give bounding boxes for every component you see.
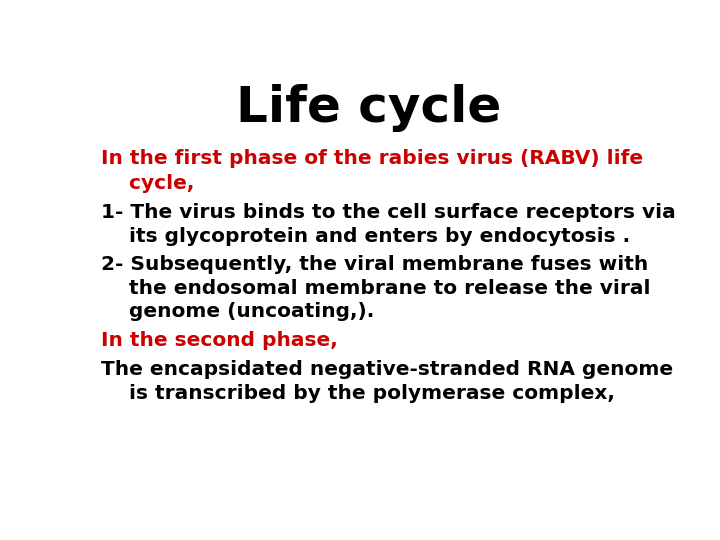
Text: 1- The virus binds to the cell surface receptors via: 1- The virus binds to the cell surface r… [101, 203, 676, 222]
Text: In the first phase of the rabies virus (RABV) life: In the first phase of the rabies virus (… [101, 149, 643, 168]
Text: its glycoprotein and enters by endocytosis .: its glycoprotein and enters by endocytos… [101, 227, 630, 246]
Text: The encapsidated negative-stranded RNA genome: The encapsidated negative-stranded RNA g… [101, 360, 673, 379]
Text: is transcribed by the polymerase complex,: is transcribed by the polymerase complex… [101, 384, 615, 403]
Text: 2- Subsequently, the viral membrane fuses with: 2- Subsequently, the viral membrane fuse… [101, 255, 649, 274]
Text: In the second phase,: In the second phase, [101, 330, 338, 349]
Text: the endosomal membrane to release the viral: the endosomal membrane to release the vi… [101, 279, 651, 298]
Text: genome (uncoating,).: genome (uncoating,). [101, 302, 374, 321]
Text: cycle,: cycle, [101, 174, 194, 193]
Text: Life cycle: Life cycle [236, 84, 502, 132]
